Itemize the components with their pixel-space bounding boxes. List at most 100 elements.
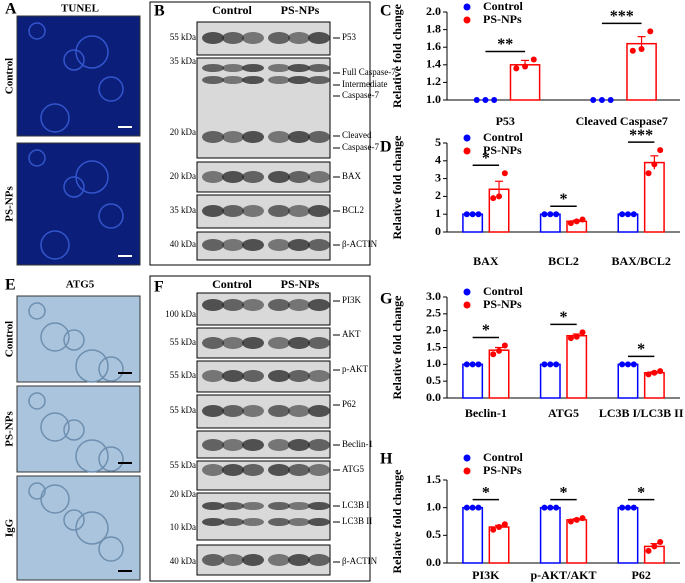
band bbox=[202, 502, 224, 510]
data-point bbox=[513, 65, 520, 72]
significance-label: * bbox=[560, 191, 568, 208]
band bbox=[268, 554, 290, 566]
scale-bar bbox=[118, 372, 132, 374]
micrograph bbox=[16, 385, 141, 473]
band bbox=[308, 405, 330, 417]
micrograph bbox=[16, 142, 141, 266]
band bbox=[288, 239, 310, 251]
data-point bbox=[629, 47, 636, 54]
tissue bbox=[75, 349, 109, 383]
data-point bbox=[463, 504, 470, 511]
data-point bbox=[638, 45, 645, 52]
data-point bbox=[573, 516, 580, 523]
tissue bbox=[40, 103, 70, 133]
kda-label: 35 kDa bbox=[170, 205, 196, 215]
protein-label: AKT bbox=[342, 329, 361, 339]
band bbox=[288, 439, 310, 451]
y-tick-label: 1.0 bbox=[426, 356, 441, 370]
data-point bbox=[645, 547, 652, 554]
panel-letter: H bbox=[380, 451, 393, 468]
legend-marker bbox=[463, 3, 471, 11]
bar bbox=[566, 519, 588, 564]
x-tick-label: PI3K bbox=[472, 568, 500, 582]
image-title: TUNEL bbox=[61, 3, 99, 15]
data-point bbox=[501, 170, 508, 177]
significance-label: * bbox=[637, 484, 645, 501]
data-point bbox=[624, 361, 631, 368]
data-point bbox=[573, 333, 580, 340]
image-label: Control bbox=[4, 321, 16, 357]
y-tick-label: 2.0 bbox=[426, 322, 441, 336]
kda-label: 20 kDa bbox=[170, 127, 196, 137]
band bbox=[288, 171, 310, 183]
band bbox=[242, 405, 264, 417]
band bbox=[308, 502, 330, 510]
x-tick-label: BAX bbox=[473, 254, 499, 268]
band bbox=[202, 76, 224, 84]
data-point bbox=[482, 97, 489, 103]
legend-marker bbox=[463, 301, 471, 309]
tissue bbox=[63, 419, 85, 441]
data-point bbox=[647, 28, 654, 35]
protein-label: Caspase-7 bbox=[342, 90, 379, 100]
data-point bbox=[501, 342, 508, 349]
band bbox=[222, 464, 244, 476]
data-point bbox=[657, 147, 664, 154]
band bbox=[268, 370, 290, 382]
data-point bbox=[475, 211, 482, 218]
legend-label: PS-NPs bbox=[483, 297, 522, 311]
y-tick-label: 0.5 bbox=[426, 373, 441, 387]
data-point bbox=[579, 329, 586, 336]
band bbox=[202, 205, 224, 217]
tissue bbox=[98, 76, 124, 102]
tissue bbox=[40, 484, 70, 514]
blot-strip bbox=[196, 492, 331, 541]
data-point bbox=[496, 524, 503, 531]
tissue bbox=[40, 322, 70, 352]
protein-label: Beclin-1 bbox=[342, 439, 373, 449]
panel-letter: F bbox=[154, 279, 164, 296]
legend-label: PS-NPs bbox=[483, 143, 522, 157]
band bbox=[308, 518, 330, 526]
tissue bbox=[40, 412, 70, 442]
kda-label: 35 kDa bbox=[170, 56, 196, 66]
band bbox=[202, 32, 224, 44]
legend-label: Control bbox=[483, 450, 523, 464]
scale-bar bbox=[118, 570, 132, 572]
band bbox=[242, 464, 264, 476]
kda-label: 100 kDa bbox=[165, 309, 196, 319]
band bbox=[268, 64, 290, 72]
data-point bbox=[607, 97, 614, 103]
band bbox=[288, 554, 310, 566]
x-tick-label: BCL2 bbox=[548, 254, 579, 268]
band bbox=[308, 464, 330, 476]
protein-label: PI3K bbox=[342, 295, 362, 305]
kda-label: 40 kDa bbox=[170, 556, 196, 566]
band bbox=[268, 405, 290, 417]
band bbox=[222, 502, 244, 510]
band bbox=[242, 370, 264, 382]
bar bbox=[539, 363, 561, 399]
x-tick-label: P53 bbox=[496, 114, 515, 128]
data-point bbox=[579, 216, 586, 223]
data-point bbox=[630, 361, 637, 368]
micrograph bbox=[16, 15, 141, 137]
lane-label: PS-NPs bbox=[281, 277, 320, 291]
data-point bbox=[630, 211, 637, 218]
panel-letter: G bbox=[380, 291, 393, 308]
significance-label: ** bbox=[497, 36, 513, 53]
band bbox=[222, 518, 244, 526]
band bbox=[268, 337, 290, 349]
legend-label: Control bbox=[483, 130, 523, 144]
band bbox=[308, 439, 330, 451]
band bbox=[288, 464, 310, 476]
band bbox=[242, 554, 264, 566]
data-point bbox=[651, 543, 658, 550]
band bbox=[268, 131, 290, 143]
band bbox=[268, 299, 290, 311]
y-axis-label: Relative fold change bbox=[390, 3, 404, 108]
band bbox=[202, 464, 224, 476]
significance-label: * bbox=[482, 150, 490, 167]
protein-label: BCL2 bbox=[342, 205, 364, 215]
lane-label: Control bbox=[212, 3, 252, 17]
